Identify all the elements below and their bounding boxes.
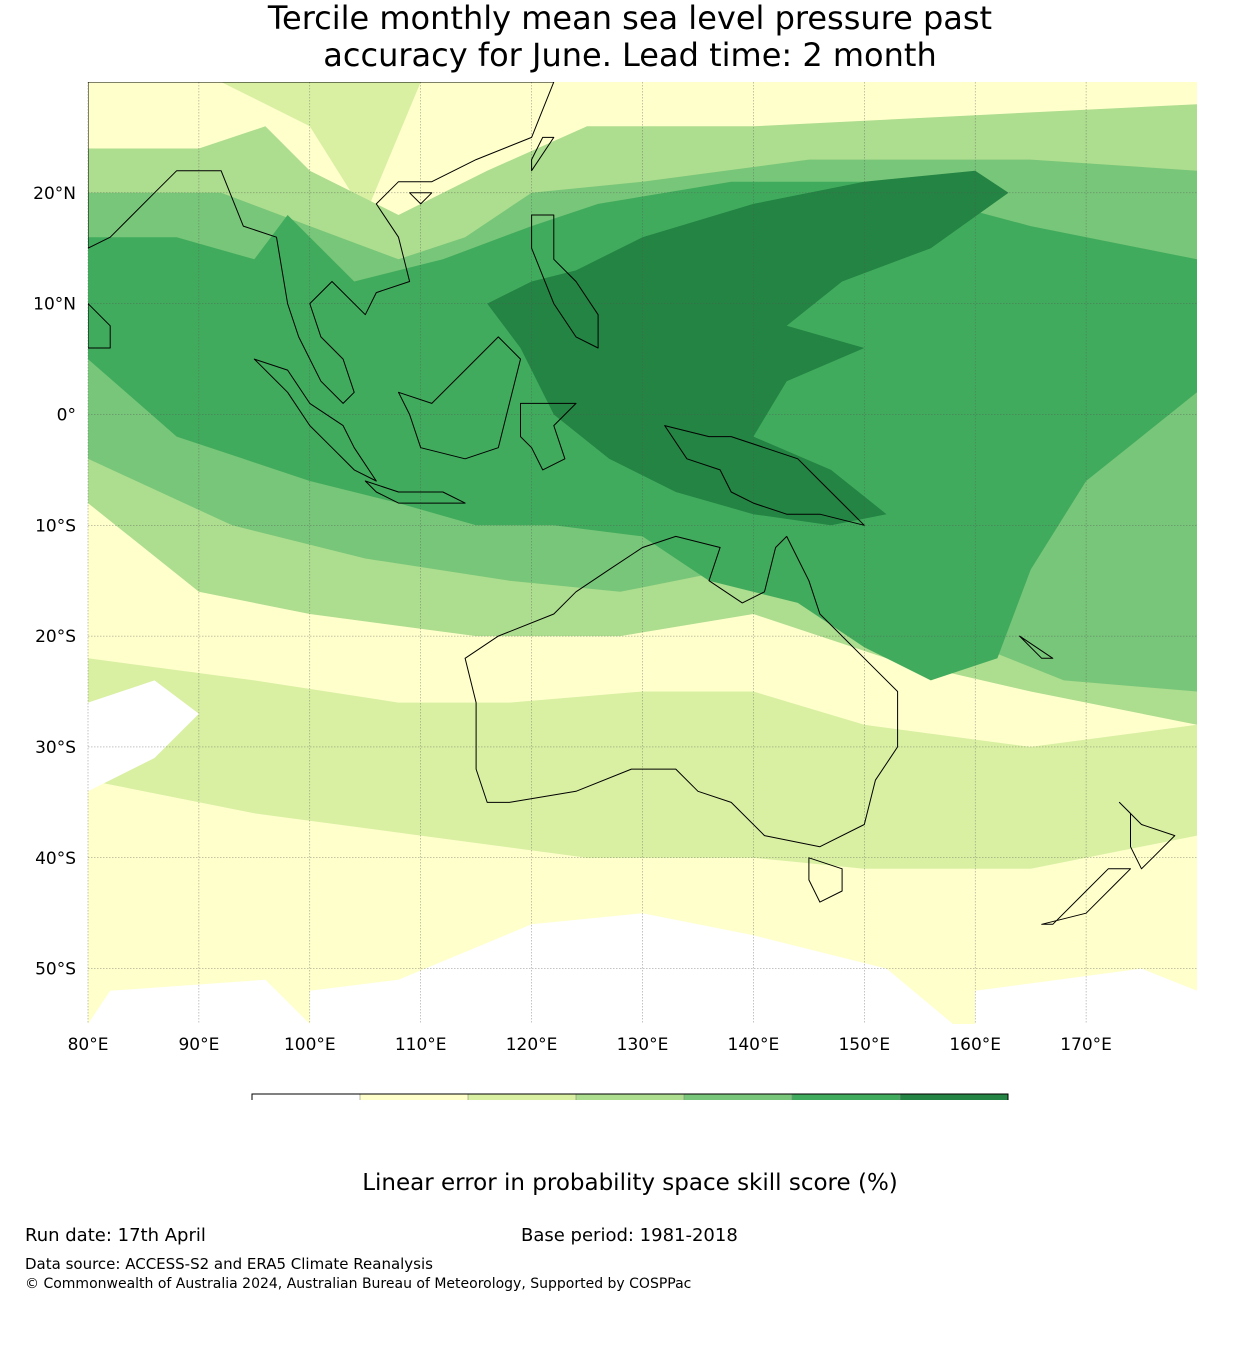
colorbar-segment [468, 1094, 576, 1100]
colorbar-segment [792, 1094, 900, 1100]
coastlines [88, 82, 1176, 925]
colorbar-segment [900, 1094, 1008, 1100]
lon-tick-label: 130°E [617, 1035, 669, 1055]
lat-tick-label: 50°S [35, 960, 76, 980]
lon-tick-label: 170°E [1060, 1035, 1112, 1055]
chart-title: Tercile monthly mean sea level pressure … [0, 0, 1260, 74]
base-period: Base period: 1981-2018 [521, 1225, 738, 1246]
lon-tick-label: 160°E [949, 1035, 1001, 1055]
lon-tick-label: 100°E [284, 1035, 336, 1055]
colorbar-segment [684, 1094, 792, 1100]
coastline [364, 480, 466, 504]
lat-tick-label: 30°S [35, 738, 76, 758]
skill-score-map: 20°N 10°N 0° 10°S 20°S 30°S 40°S 50°S 80°E 90°E 10… [33, 82, 1197, 1100]
coastline [398, 336, 521, 460]
colorbar-outline [251, 1093, 1009, 1100]
colorbar: -1000510152535100 [251, 1093, 1009, 1100]
colorbar-segment [576, 1094, 684, 1100]
lon-tick-label: 80°E [68, 1035, 109, 1055]
lat-tick-label: 10°N [33, 295, 76, 315]
coastline [1118, 801, 1176, 870]
title-line-1: Tercile monthly mean sea level pressure … [267, 0, 993, 37]
map-panel: 20°N 10°N 0° 10°S 20°S 30°S 40°S 50°S 80°E 90°E 10… [33, 82, 1197, 1100]
colorbar-segment [252, 1094, 360, 1100]
coastline [1041, 868, 1131, 925]
lat-tick-label: 40°S [35, 849, 76, 869]
coastline [531, 214, 599, 349]
coastline [520, 402, 577, 471]
skill-region [88, 979, 310, 1024]
lon-tick-label: 110°E [395, 1035, 447, 1055]
skill-region [487, 170, 1009, 526]
copyright: © Commonwealth of Australia 2024, Austra… [25, 1276, 692, 1292]
coastline [88, 303, 111, 349]
lon-tick-label: 150°E [838, 1035, 890, 1055]
title-line-2: accuracy for June. Lead time: 2 month [323, 36, 937, 74]
skill-region [88, 82, 421, 215]
coastline [253, 358, 377, 482]
lon-tick-label: 90°E [178, 1035, 219, 1055]
coastline [464, 535, 899, 848]
coastline [531, 136, 555, 172]
lon-tick-label: 120°E [506, 1035, 558, 1055]
lat-tick-label: 20°S [35, 627, 76, 647]
skill-score-field [88, 82, 1197, 1024]
skill-region [975, 968, 1197, 1024]
coastline [88, 82, 555, 404]
colorbar-segment [360, 1094, 468, 1100]
coastline [664, 425, 865, 526]
lat-tick-label: 20°N [33, 184, 76, 204]
lat-tick-label: 0° [57, 405, 76, 425]
coastline [1019, 635, 1054, 659]
lon-tick-label: 140°E [728, 1035, 780, 1055]
skill-region [88, 780, 532, 936]
coastline [409, 192, 433, 205]
data-source: Data source: ACCESS-S2 and ERA5 Climate … [25, 1255, 433, 1273]
skill-region [88, 259, 166, 360]
lat-tick-label: 10°S [35, 516, 76, 536]
run-date: Run date: 17th April [25, 1225, 206, 1246]
colorbar-label: Linear error in probability space skill … [362, 1170, 898, 1196]
coastline [808, 857, 843, 903]
skill-region [88, 680, 199, 792]
